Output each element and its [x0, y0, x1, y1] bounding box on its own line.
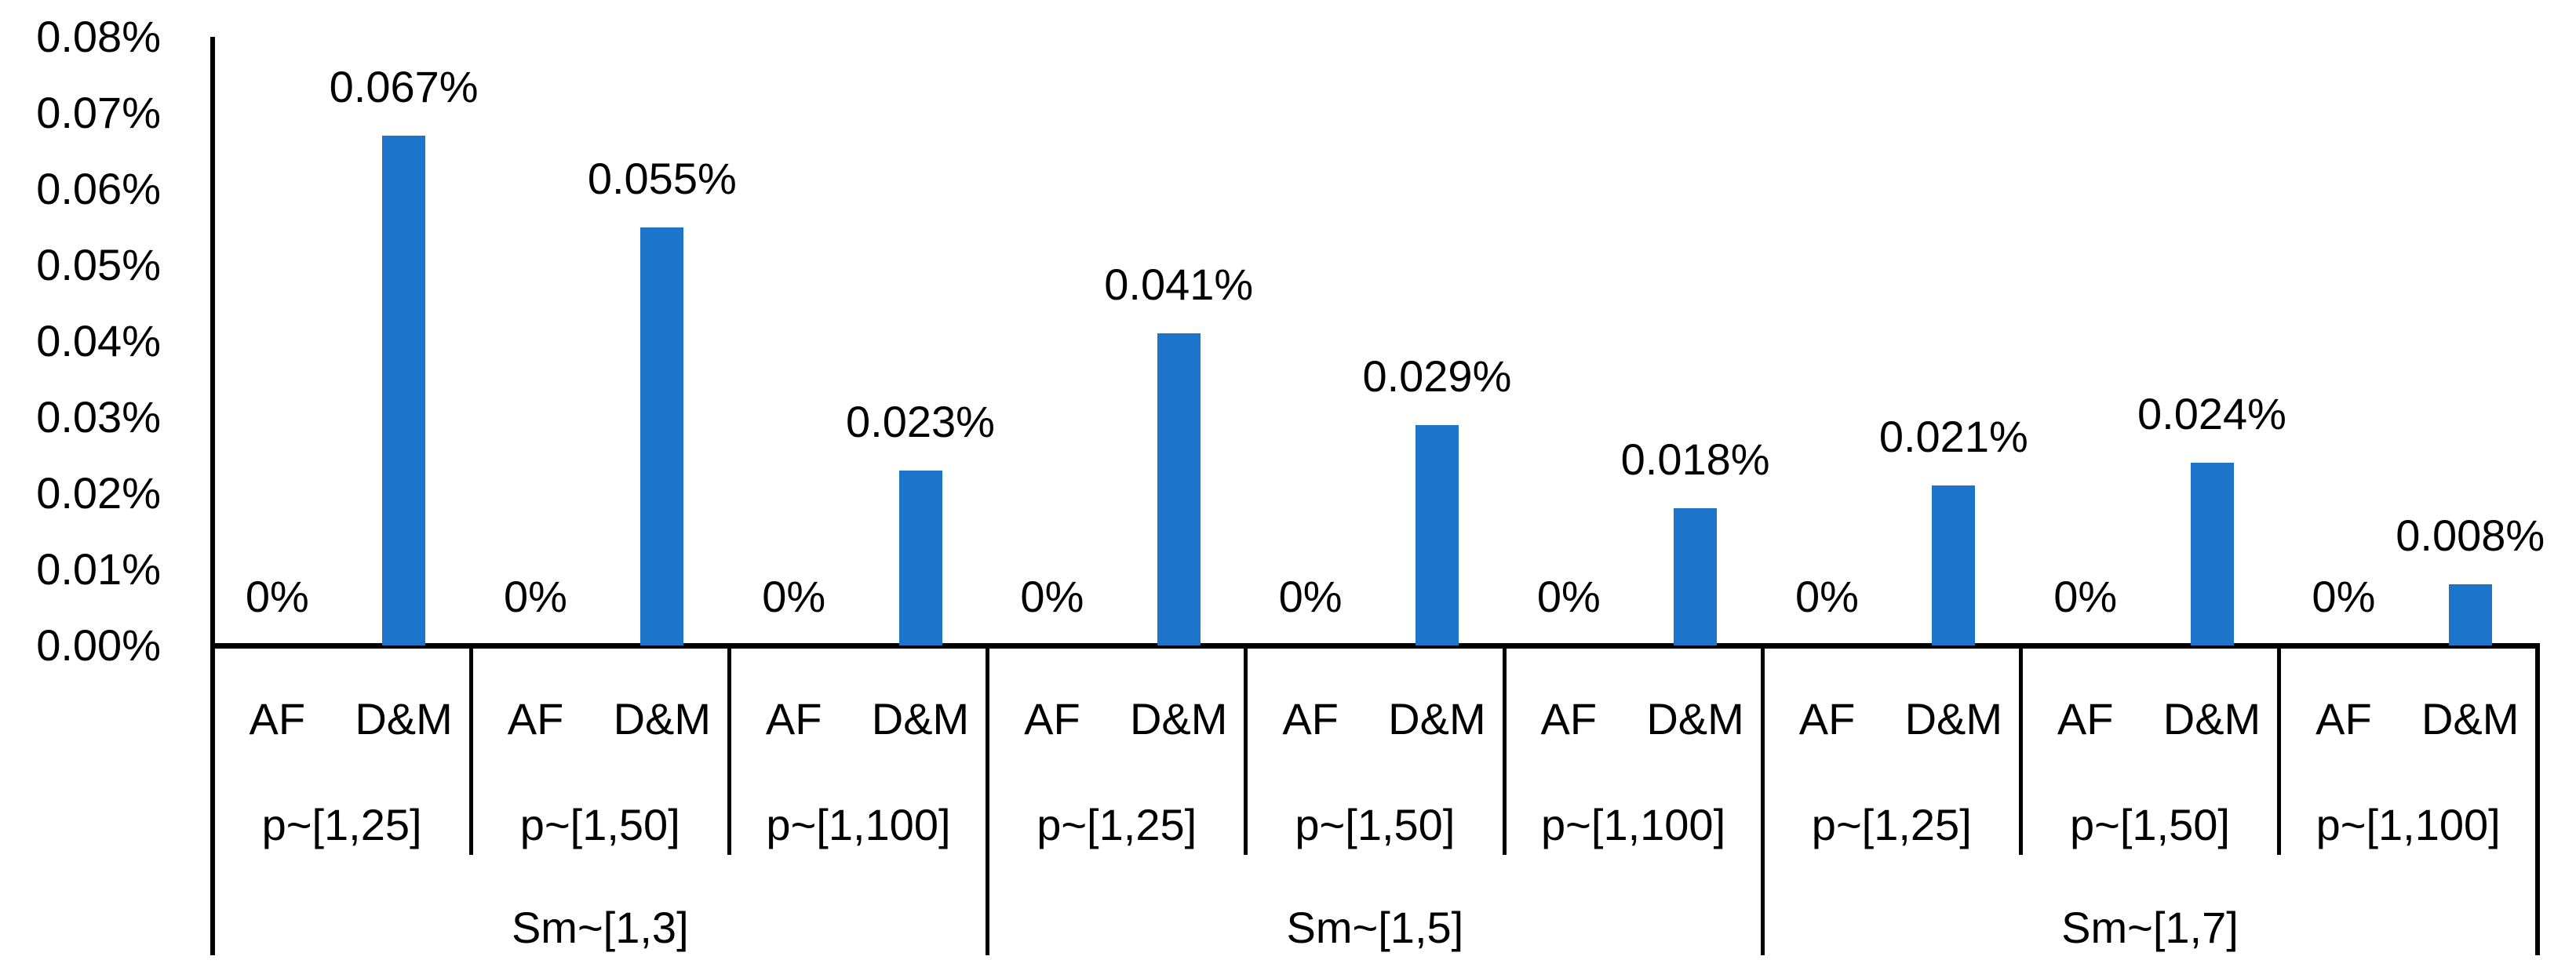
series-label-dm: D&M: [1904, 694, 2003, 743]
series-label-af: AF: [1024, 694, 1080, 743]
dm-bar: [1674, 508, 1718, 645]
p-group-label: p~[1,50]: [1295, 800, 1456, 849]
series-label-af: AF: [2057, 694, 2114, 743]
dm-data-label: 0.055%: [587, 153, 737, 203]
p-group-label: p~[1,25]: [1037, 800, 1197, 849]
series-label-af: AF: [1798, 694, 1856, 743]
dm-bar: [1932, 485, 1976, 645]
series-label-af: AF: [2315, 694, 2372, 743]
p-group-label: p~[1,100]: [2315, 800, 2501, 849]
y-axis-tick-label: 0.01%: [36, 544, 161, 594]
dm-data-label: 0.029%: [1362, 351, 1512, 401]
dm-data-label: 0.008%: [2396, 511, 2545, 561]
y-axis-tick-label: 0.04%: [36, 316, 161, 365]
af-zero-data-label: 0%: [2312, 572, 2376, 621]
dm-data-label: 0.024%: [2137, 389, 2286, 439]
y-axis-tick-label: 0.03%: [36, 392, 161, 442]
series-label-af: AF: [1540, 694, 1598, 743]
y-axis-tick-label: 0.02%: [36, 468, 161, 518]
af-zero-data-label: 0%: [1278, 572, 1343, 621]
p-group-divider: [468, 643, 473, 855]
dm-data-label: 0.018%: [1620, 434, 1770, 485]
p-group-divider: [1244, 643, 1248, 855]
series-label-dm: D&M: [613, 694, 712, 743]
y-axis-tick-label: 0.05%: [36, 240, 161, 289]
p-group-label: p~[1,25]: [261, 800, 422, 849]
p-group-label: p~[1,50]: [519, 800, 680, 849]
af-zero-data-label: 0%: [1020, 572, 1084, 621]
af-zero-data-label: 0%: [762, 572, 826, 621]
dm-data-label: 0.041%: [1104, 260, 1254, 310]
p-group-label: p~[1,100]: [1541, 800, 1726, 849]
y-axis-line: [210, 37, 215, 955]
series-label-dm: D&M: [871, 694, 970, 743]
dm-bar: [640, 227, 684, 645]
dm-data-label: 0.023%: [846, 396, 995, 446]
series-label-af: AF: [507, 694, 564, 743]
dm-bar: [382, 136, 426, 645]
dm-data-label: 0.067%: [329, 62, 479, 112]
sm-group-divider: [986, 643, 990, 955]
p-group-divider: [1502, 643, 1507, 855]
p-group-divider: [2018, 643, 2023, 855]
y-axis-tick-label: 0.00%: [36, 620, 161, 670]
y-axis-tick-label: 0.08%: [36, 12, 161, 61]
dm-bar: [1157, 333, 1201, 645]
dm-bar: [898, 470, 942, 645]
af-zero-data-label: 0%: [504, 572, 567, 621]
x-axis-line: [210, 642, 2540, 649]
dm-bar: [1415, 424, 1459, 645]
af-zero-data-label: 0%: [1536, 572, 1601, 621]
sm-group-label: Sm~[1,5]: [1286, 903, 1464, 952]
series-label-dm: D&M: [1646, 694, 1744, 743]
plot-right-border: [2534, 642, 2540, 955]
dm-data-label: 0.021%: [1878, 412, 2028, 462]
series-label-dm: D&M: [355, 694, 453, 743]
sm-group-label: Sm~[1,7]: [2061, 903, 2239, 952]
p-group-divider: [2277, 643, 2282, 855]
sm-group-label: Sm~[1,3]: [511, 903, 689, 952]
af-zero-data-label: 0%: [1795, 572, 1859, 621]
series-label-af: AF: [1282, 694, 1339, 743]
y-axis-tick-label: 0.06%: [36, 164, 161, 213]
p-group-label: p~[1,50]: [2070, 800, 2230, 849]
series-label-dm: D&M: [2421, 694, 2520, 743]
sm-group-divider: [1760, 643, 1765, 955]
series-label-af: AF: [249, 694, 306, 743]
af-zero-data-label: 0%: [2053, 572, 2118, 621]
p-group-label: p~[1,100]: [766, 800, 951, 849]
dm-bar: [2448, 584, 2492, 645]
af-zero-data-label: 0%: [245, 572, 309, 621]
series-label-dm: D&M: [1388, 694, 1486, 743]
series-label-dm: D&M: [1129, 694, 1228, 743]
y-axis-tick-label: 0.07%: [36, 88, 161, 137]
p-group-divider: [727, 643, 731, 855]
series-label-dm: D&M: [2162, 694, 2261, 743]
p-group-label: p~[1,25]: [1811, 800, 1972, 849]
dm-bar: [2190, 463, 2234, 645]
series-label-af: AF: [765, 694, 822, 743]
